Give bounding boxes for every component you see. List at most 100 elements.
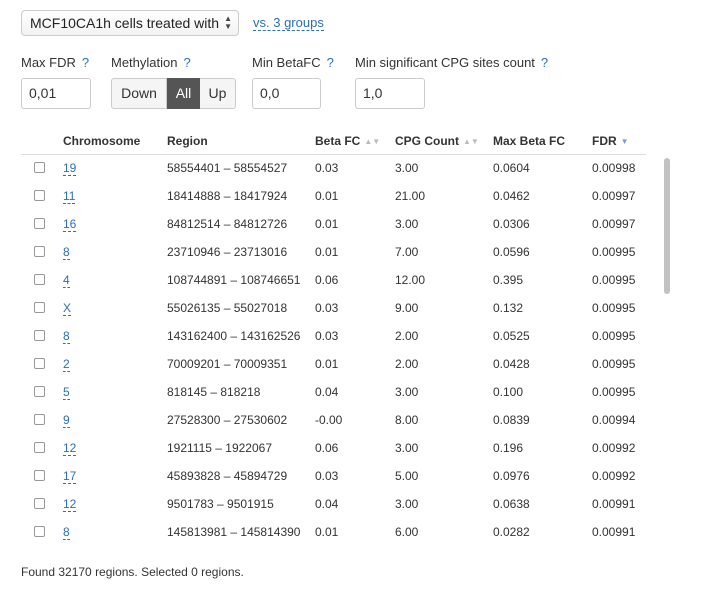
table-row: 4 108744891 – 108746651 0.06 12.00 0.395 0.00… (21, 266, 646, 294)
cell-cpg-count: 9.00 (395, 301, 419, 315)
chromosome-link[interactable]: 11 (63, 189, 76, 204)
cell-chromosome: 2 (63, 357, 70, 372)
cell-fdr: 0.00997 (592, 217, 636, 231)
cell-max-beta-fc: 0.132 (493, 301, 524, 315)
row-checkbox[interactable] (34, 470, 45, 481)
sort-icon: ▲▼ (364, 137, 381, 146)
cell-region: 18414888 – 18417924 (167, 189, 288, 203)
table-row: 5 818145 – 818218 0.04 3.00 0.100 0.00995 (21, 378, 646, 406)
chromosome-link[interactable]: 5 (63, 385, 70, 400)
chromosome-link[interactable]: 8 (63, 245, 70, 260)
chromosome-link[interactable]: 12 (63, 441, 77, 456)
column-header-cpg-count[interactable]: CPG Count ▲▼ (395, 134, 479, 148)
cell-chromosome: 17 (63, 469, 77, 484)
cell-beta-fc: 0.06 (315, 273, 339, 287)
methylation-up-button[interactable]: Up (200, 78, 236, 109)
status-text: Found 32170 regions. Selected 0 regions. (21, 565, 244, 579)
column-header-max-beta-fc[interactable]: Max Beta FC (493, 134, 566, 148)
cell-chromosome: 9 (63, 413, 70, 428)
table-row: 19 58554401 – 58554527 0.03 3.00 0.0604 0.009… (21, 154, 646, 182)
table-row: 11 18414888 – 18417924 0.01 21.00 0.0462 0.00… (21, 182, 646, 210)
cell-cpg-count: 21.00 (395, 189, 426, 203)
column-header-chromosome[interactable]: Chromosome (63, 134, 141, 148)
row-checkbox[interactable] (34, 526, 45, 537)
cell-cpg-count: 3.00 (395, 217, 419, 231)
cell-cpg-count: 3.00 (395, 161, 419, 175)
row-checkbox[interactable] (34, 330, 45, 341)
cell-region: 55026135 – 55027018 (167, 301, 288, 315)
row-checkbox[interactable] (34, 414, 45, 425)
max-fdr-help-icon[interactable]: ? (81, 55, 90, 70)
chromosome-link[interactable]: 8 (63, 525, 70, 540)
table-scrollbar[interactable] (662, 154, 672, 552)
row-checkbox[interactable] (34, 218, 45, 229)
max-fdr-label: Max FDR? (21, 55, 90, 70)
row-checkbox[interactable] (34, 442, 45, 453)
chromosome-link[interactable]: 16 (63, 217, 77, 232)
max-fdr-input[interactable]: 0,01 (21, 78, 91, 109)
cell-region: 108744891 – 108746651 (167, 273, 301, 287)
cell-max-beta-fc: 0.0976 (493, 469, 530, 483)
cell-cpg-count: 5.00 (395, 469, 419, 483)
min-betafc-input[interactable]: 0,0 (252, 78, 321, 109)
row-checkbox[interactable] (34, 162, 45, 173)
select-arrows-icon: ▲ ▼ (224, 14, 232, 31)
cell-region: 9501783 – 9501915 (167, 497, 274, 511)
row-checkbox[interactable] (34, 246, 45, 257)
cell-max-beta-fc: 0.0462 (493, 189, 530, 203)
chromosome-link[interactable]: 4 (63, 273, 70, 288)
column-header-fdr[interactable]: FDR ▼ (592, 134, 629, 148)
table-row: 17 45893828 – 45894729 0.03 5.00 0.0976 0.009… (21, 462, 646, 490)
cell-cpg-count: 12.00 (395, 273, 426, 287)
table-row: 8 143162400 – 143162526 0.03 2.00 0.0525 0.00… (21, 322, 646, 350)
column-header-region[interactable]: Region (167, 134, 208, 148)
cell-region: 818145 – 818218 (167, 385, 261, 399)
methylation-down-button[interactable]: Down (111, 78, 167, 109)
chromosome-link[interactable]: 12 (63, 497, 77, 512)
cell-beta-fc: 0.03 (315, 301, 339, 315)
cell-max-beta-fc: 0.0282 (493, 525, 530, 539)
column-header-beta-fc[interactable]: Beta FC ▲▼ (315, 134, 381, 148)
chromosome-link[interactable]: X (63, 301, 72, 316)
methylation-toggle: Down All Up (111, 78, 236, 109)
methylation-all-button[interactable]: All (167, 78, 200, 109)
min-betafc-help-icon[interactable]: ? (326, 55, 334, 70)
cell-max-beta-fc: 0.0525 (493, 329, 530, 343)
cell-max-beta-fc: 0.0604 (493, 161, 530, 175)
cell-region: 1921115 – 1922067 (167, 441, 272, 455)
cell-max-beta-fc: 0.0596 (493, 245, 530, 259)
vs-groups-link[interactable]: vs. 3 groups (253, 15, 324, 31)
row-checkbox[interactable] (34, 358, 45, 369)
cell-max-beta-fc: 0.0839 (493, 413, 530, 427)
cell-chromosome: 8 (63, 245, 70, 260)
methylation-help-icon[interactable]: ? (183, 55, 191, 70)
cell-beta-fc: 0.04 (315, 497, 339, 511)
min-cpg-help-icon[interactable]: ? (540, 55, 549, 70)
row-checkbox[interactable] (34, 190, 45, 201)
sort-icon: ▲▼ (463, 137, 479, 146)
cell-region: 58554401 – 58554527 (167, 161, 288, 175)
cell-region: 70009201 – 70009351 (167, 357, 288, 371)
chromosome-link[interactable]: 2 (63, 357, 70, 372)
min-cpg-input[interactable]: 1,0 (355, 78, 425, 109)
cell-beta-fc: 0.01 (315, 525, 339, 539)
methylation-label: Methylation? (111, 55, 191, 70)
chromosome-link[interactable]: 9 (63, 413, 70, 428)
row-checkbox[interactable] (34, 302, 45, 313)
cell-beta-fc: 0.03 (315, 469, 339, 483)
cell-beta-fc: 0.03 (315, 329, 339, 343)
cell-chromosome: 11 (63, 189, 76, 204)
cell-cpg-count: 6.00 (395, 525, 419, 539)
group-select[interactable]: MCF10CA1h cells treated with ▲ ▼ (21, 10, 239, 36)
cell-region: 143162400 – 143162526 (167, 329, 301, 343)
cell-chromosome: 19 (63, 161, 77, 176)
chromosome-link[interactable]: 19 (63, 161, 77, 176)
table-row: 9 27528300 – 27530602 -0.00 8.00 0.0839 0.009… (21, 406, 646, 434)
chromosome-link[interactable]: 8 (63, 329, 70, 344)
row-checkbox[interactable] (34, 498, 45, 509)
row-checkbox[interactable] (34, 386, 45, 397)
chromosome-link[interactable]: 17 (63, 469, 77, 484)
row-checkbox[interactable] (34, 274, 45, 285)
scrollbar-thumb[interactable] (664, 158, 670, 294)
cell-fdr: 0.00995 (592, 329, 636, 343)
